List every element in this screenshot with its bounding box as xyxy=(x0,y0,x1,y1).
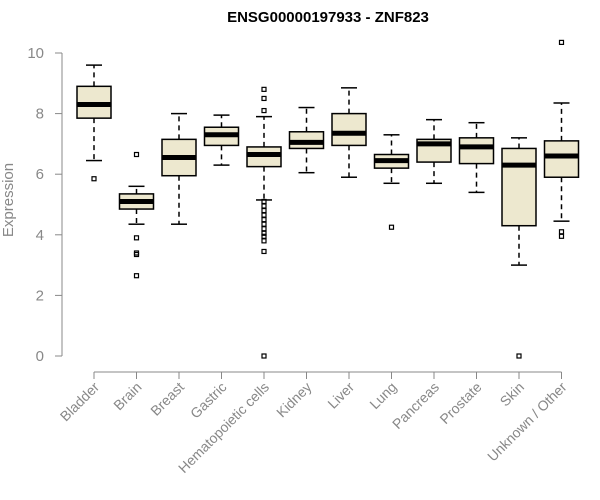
box-group xyxy=(331,87,367,178)
outlier-point xyxy=(261,107,267,114)
axes: 0 2 4 6 8 10 xyxy=(27,45,562,379)
box xyxy=(501,147,537,227)
outlier-point xyxy=(388,224,395,230)
box xyxy=(458,137,495,165)
y-tick-label: 6 xyxy=(36,166,44,183)
y-axis-label: Expression xyxy=(0,163,17,237)
outlier-point xyxy=(261,212,267,218)
x-tick-label: Liver xyxy=(324,379,357,412)
outlier-point xyxy=(261,86,267,92)
box-group xyxy=(501,137,537,359)
x-tick-label: Skin xyxy=(497,379,528,410)
box-group xyxy=(203,114,240,166)
outlier-point xyxy=(261,230,267,236)
box-group xyxy=(543,39,580,239)
x-tick-label: Kidney xyxy=(273,379,315,421)
x-tick-label: Bladder xyxy=(57,379,103,425)
outlier-point xyxy=(133,273,140,279)
box-group xyxy=(373,134,410,230)
box-group xyxy=(288,106,325,174)
outlier-point xyxy=(261,207,267,214)
outlier-point xyxy=(261,203,267,209)
outlier-point xyxy=(261,95,267,102)
outlier-point xyxy=(261,226,267,232)
box-group xyxy=(246,86,282,359)
box-group xyxy=(416,118,452,185)
x-tick-label: Prostate xyxy=(436,379,484,427)
y-tick-label: 10 xyxy=(27,45,44,62)
y-tick-label: 4 xyxy=(36,227,44,244)
x-tick-label: Lung xyxy=(366,379,399,412)
box-group xyxy=(76,64,112,182)
outlier-point xyxy=(133,251,140,258)
box-group xyxy=(118,151,155,279)
x-tick-label: Unknown / Other xyxy=(484,379,570,465)
box-group xyxy=(458,121,495,194)
outlier-point xyxy=(516,353,522,359)
chart-title: ENSG00000197933 - ZNF823 xyxy=(227,9,429,26)
outlier-point xyxy=(261,238,267,244)
outlier-point xyxy=(558,233,565,239)
y-tick-label: 0 xyxy=(36,348,44,365)
outlier-point xyxy=(558,39,565,45)
outlier-point xyxy=(261,221,267,227)
outlier-point xyxy=(133,151,140,158)
box xyxy=(543,140,580,178)
y-tick-label: 8 xyxy=(36,106,44,123)
outlier-point xyxy=(261,248,267,255)
x-tick-label: Pancreas xyxy=(389,379,442,432)
box xyxy=(331,112,367,147)
outlier-point xyxy=(261,353,267,359)
y-tick-label: 2 xyxy=(36,287,44,304)
outlier-point xyxy=(91,176,97,182)
outlier-point xyxy=(558,229,565,235)
boxes xyxy=(76,39,580,359)
x-tick-label: Breast xyxy=(147,379,187,419)
outlier-point xyxy=(133,235,140,241)
x-tick-label: Brain xyxy=(110,379,144,413)
box-group xyxy=(161,112,197,225)
outlier-point xyxy=(261,217,267,223)
